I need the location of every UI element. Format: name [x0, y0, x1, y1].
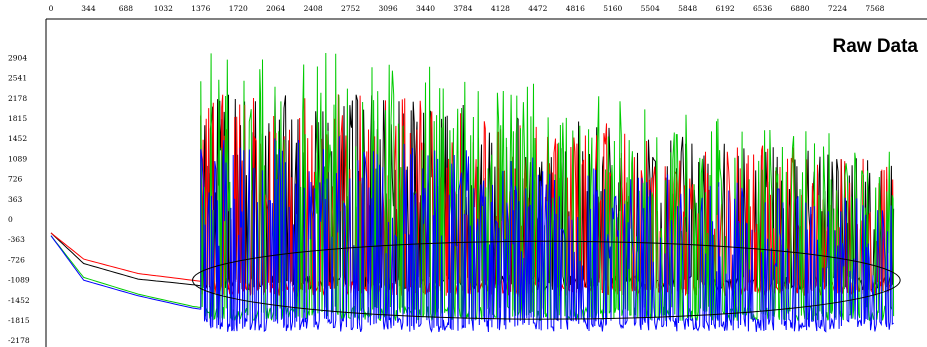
- series-line: [50, 136, 894, 333]
- y-tick-labels: 2904 2541 2178 1815 1452 1089 726 363 0 -363 -726 -…: [8, 53, 30, 345]
- x-tick-label: 5160: [603, 4, 622, 13]
- y-tick-label: -1815: [8, 316, 30, 325]
- x-tick-label: 3440: [416, 4, 435, 13]
- y-tick-label: 1452: [8, 134, 27, 143]
- x-tick-label: 7224: [828, 4, 847, 13]
- annotations: [192, 240, 901, 320]
- x-tick-label: 6880: [790, 4, 809, 13]
- x-tick-label: 4128: [491, 4, 510, 13]
- x-tick-label: 688: [119, 4, 134, 13]
- highlight-ellipse: [192, 240, 901, 320]
- y-tick-label: 1089: [8, 154, 27, 163]
- y-tick-label: 2541: [8, 74, 27, 83]
- x-tick-label: 3096: [379, 4, 398, 13]
- y-tick-label: 726: [8, 175, 23, 184]
- traces: [50, 52, 895, 333]
- x-tick-label: 2064: [266, 4, 285, 13]
- x-tick-label: 1376: [191, 4, 210, 13]
- x-tick-label: 6192: [716, 4, 735, 13]
- x-tick-label: 344: [81, 4, 96, 13]
- chart-title: Raw Data: [832, 36, 918, 57]
- y-tick-label: -1089: [8, 276, 30, 285]
- y-tick-label: -363: [8, 235, 25, 244]
- y-tick-label: 363: [8, 195, 23, 204]
- x-tick-label: 4472: [528, 4, 547, 13]
- y-tick-label: 1815: [8, 114, 27, 123]
- y-tick-label: -2178: [8, 336, 30, 345]
- x-tick-label: 2752: [341, 4, 360, 13]
- x-tick-label: 5848: [678, 4, 697, 13]
- x-tick-label: 1032: [154, 4, 173, 13]
- y-tick-label: -726: [8, 255, 25, 264]
- x-tick-label: 2408: [304, 4, 323, 13]
- x-tick-label: 7568: [865, 4, 884, 13]
- x-tick-label: 3784: [453, 4, 472, 13]
- y-tick-label: 2904: [8, 53, 27, 62]
- y-tick-label: -1452: [8, 296, 30, 305]
- x-tick-label: 1720: [229, 4, 248, 13]
- x-tick-labels: 0 344 688 1032 1376 1720 2064 2408 2752 3096 3440 3…: [49, 4, 885, 13]
- x-tick-label: 6536: [753, 4, 772, 13]
- x-tick-label: 5504: [641, 4, 660, 13]
- x-tick-label: 0: [49, 4, 54, 13]
- x-tick-label: 4816: [566, 4, 585, 13]
- y-tick-label: 2178: [8, 94, 27, 103]
- y-tick-label: 0: [8, 215, 13, 224]
